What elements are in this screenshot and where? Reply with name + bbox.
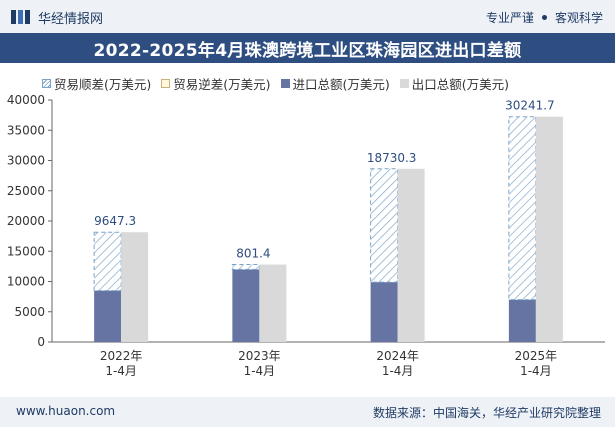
legend-item-surplus: 贸易顺差(万美元) <box>42 74 151 93</box>
chart-legend: 贸易顺差(万美元) 贸易逆差(万美元) 进口总额(万美元) 出口总额(万美元) <box>42 74 509 93</box>
legend-label-surplus: 贸易顺差(万美元) <box>54 77 152 92</box>
legend-item-import: 进口总额(万美元) <box>280 74 390 93</box>
legend-label-deficit: 贸易逆差(万美元) <box>173 77 271 92</box>
import-bar <box>508 299 536 342</box>
footer-bar: www.huaon.com 数据来源：中国海关，华经产业研究院整理 <box>0 397 615 427</box>
import-bar <box>370 282 398 342</box>
x-tick-label: 2024年 <box>376 349 419 363</box>
legend-swatch-import <box>280 79 290 88</box>
export-bar <box>121 232 149 342</box>
balance-data-label: 18730.3 <box>367 151 417 165</box>
bar-chart: 0 5000 10000 15000 20000 25000 30000 35000 40000… <box>7 93 605 378</box>
header-tags: 专业严谨 客观科学 <box>486 9 603 26</box>
brand-logo-icon <box>11 10 30 24</box>
surplus-bar <box>231 264 260 270</box>
chart-title: 2022-2025年4月珠澳跨境工业区珠海园区进出口差额 <box>93 40 522 61</box>
site-url: www.huaon.com <box>16 404 116 418</box>
title-bar: 2022-2025年4月珠澳跨境工业区珠海园区进出口差额 <box>0 33 615 63</box>
brand: 华经情报网 <box>10 7 103 27</box>
brand-name: 华经情报网 <box>38 11 104 27</box>
y-tick-label: 25000 <box>7 184 45 198</box>
surplus-bar <box>370 168 399 283</box>
x-tick-label: 1-4月 <box>105 364 137 378</box>
y-tick-label: 5000 <box>14 305 45 319</box>
bullet-icon <box>541 15 547 20</box>
x-tick-label: 1-4月 <box>520 364 552 378</box>
y-tick-label: 35000 <box>7 123 45 137</box>
import-bar <box>232 269 260 342</box>
header-tag-objective: 客观科学 <box>554 11 603 25</box>
balance-data-label: 30241.7 <box>505 99 555 113</box>
x-tick-label: 2023年 <box>238 349 281 363</box>
balance-data-label: 801.4 <box>236 247 270 261</box>
top-bar: 华经情报网 专业严谨 客观科学 <box>0 0 615 33</box>
legend-label-export: 出口总额(万美元) <box>411 77 510 92</box>
export-bar <box>259 264 287 342</box>
balance-data-label: 9647.3 <box>94 214 136 228</box>
surplus-bar <box>93 231 122 292</box>
x-tick-label: 2022年 <box>100 349 143 363</box>
y-tick-label: 30000 <box>7 154 45 168</box>
x-tick-label: 2025年 <box>515 349 558 363</box>
legend-swatch-surplus <box>42 79 51 88</box>
y-tick-label: 20000 <box>7 214 45 228</box>
surplus-bar <box>508 116 537 301</box>
y-tick-label: 15000 <box>7 244 45 258</box>
legend-swatch-deficit <box>161 79 171 88</box>
x-tick-label: 1-4月 <box>382 364 414 378</box>
y-tick-label: 40000 <box>7 93 45 107</box>
export-bar <box>397 168 425 342</box>
export-bar <box>535 116 563 342</box>
y-tick-label: 0 <box>37 335 45 349</box>
x-tick-label: 1-4月 <box>244 364 276 378</box>
legend-item-deficit: 贸易逆差(万美元) <box>161 74 271 93</box>
legend-swatch-export <box>399 79 409 88</box>
legend-label-import: 进口总额(万美元) <box>292 77 390 92</box>
import-bar <box>94 290 122 342</box>
legend-item-export: 出口总额(万美元) <box>399 74 510 93</box>
data-source: 数据来源：中国海关，华经产业研究院整理 <box>372 406 601 420</box>
y-tick-label: 10000 <box>7 275 45 289</box>
header-tag-rigorous: 专业严谨 <box>485 11 534 25</box>
